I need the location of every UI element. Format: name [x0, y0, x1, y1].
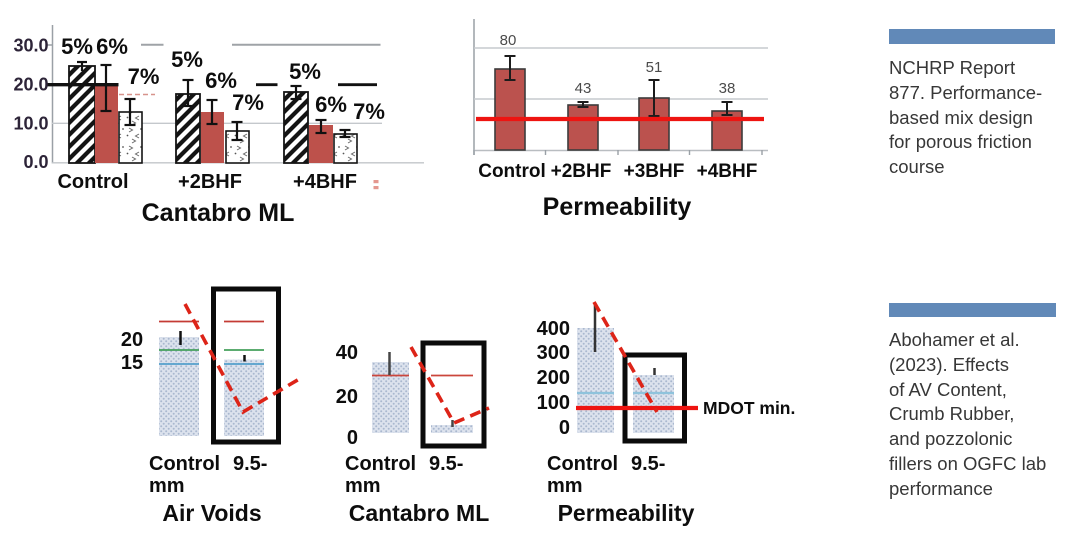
svg-text:20.0: 20.0	[13, 75, 48, 95]
svg-text:0.0: 0.0	[23, 152, 48, 172]
svg-text:Cantabro ML: Cantabro ML	[142, 199, 295, 227]
svg-text:80: 80	[500, 32, 517, 49]
svg-text:+4BHF: +4BHF	[697, 161, 758, 182]
svg-text:+3BHF: +3BHF	[624, 161, 685, 182]
svg-text:300: 300	[537, 342, 570, 364]
svg-text:9.5-: 9.5-	[429, 453, 463, 475]
svg-text:mm: mm	[547, 475, 583, 497]
svg-text:6%: 6%	[205, 68, 237, 93]
svg-text:Control: Control	[547, 453, 618, 475]
svg-text:100: 100	[537, 392, 570, 414]
svg-text:20: 20	[336, 386, 358, 408]
svg-text:6%: 6%	[315, 92, 347, 117]
svg-text:9.5-: 9.5-	[631, 453, 665, 475]
svg-text:7%: 7%	[128, 64, 160, 89]
svg-text:+2BHF: +2BHF	[551, 161, 612, 182]
svg-text:mm: mm	[149, 475, 185, 497]
svg-text:400: 400	[537, 318, 570, 340]
svg-text:200: 200	[537, 367, 570, 389]
svg-text:+4BHF: +4BHF	[293, 171, 357, 193]
svg-text:43: 43	[575, 80, 592, 97]
svg-text:+2BHF: +2BHF	[178, 171, 242, 193]
svg-text:0: 0	[559, 417, 570, 439]
svg-text:51: 51	[646, 59, 663, 76]
svg-text:mm: mm	[345, 475, 381, 497]
svg-text:20: 20	[121, 329, 143, 351]
svg-text:30.0: 30.0	[13, 36, 48, 56]
svg-text:Control: Control	[345, 453, 416, 475]
svg-text:38: 38	[719, 80, 736, 97]
svg-text:Control: Control	[478, 161, 546, 182]
svg-text:Permeability: Permeability	[543, 193, 692, 221]
svg-text:MDOT min.: MDOT min.	[703, 398, 795, 418]
svg-text:0: 0	[347, 427, 358, 449]
svg-text:10.0: 10.0	[13, 114, 48, 134]
svg-text:40: 40	[336, 342, 358, 364]
svg-text:15: 15	[121, 352, 143, 374]
svg-text:5%: 5%	[61, 34, 93, 59]
svg-text:Cantabro ML: Cantabro ML	[349, 500, 490, 526]
svg-text:Control: Control	[57, 171, 128, 193]
svg-text:7%: 7%	[232, 90, 264, 115]
svg-text:5%: 5%	[171, 47, 203, 72]
svg-text:6%: 6%	[96, 34, 128, 59]
svg-text:Control: Control	[149, 453, 220, 475]
svg-text:5%: 5%	[289, 59, 321, 84]
svg-text:7%: 7%	[353, 99, 385, 124]
svg-text:Permeability: Permeability	[558, 500, 695, 526]
svg-text:Air Voids: Air Voids	[162, 500, 261, 526]
svg-text:9.5-: 9.5-	[233, 453, 267, 475]
